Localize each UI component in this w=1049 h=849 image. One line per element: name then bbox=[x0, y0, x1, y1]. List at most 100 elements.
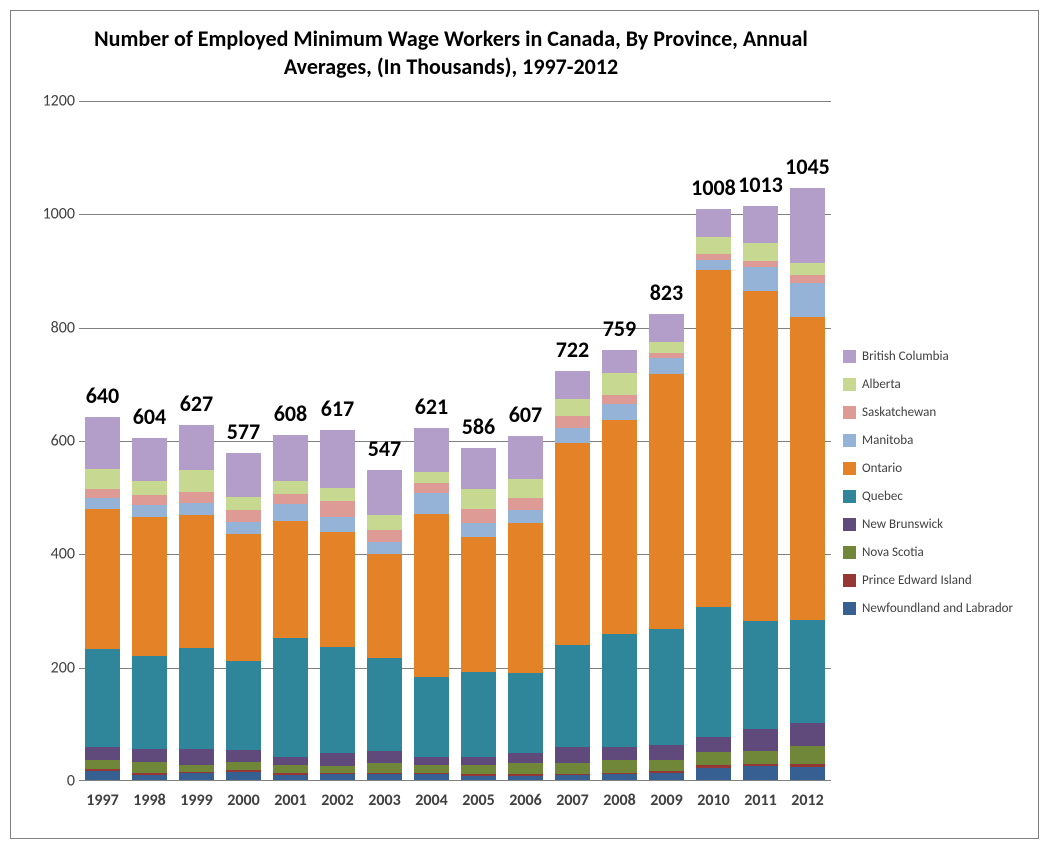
x-tick-label: 2008 bbox=[603, 791, 635, 810]
x-tick-label: 2007 bbox=[556, 791, 588, 810]
total-label: 627 bbox=[180, 390, 213, 417]
year-column: 7222007 bbox=[555, 100, 590, 780]
bar-segment bbox=[132, 495, 167, 505]
year-column: 6271999 bbox=[179, 100, 214, 780]
x-tick-label: 2009 bbox=[650, 791, 682, 810]
legend-swatch bbox=[843, 490, 856, 503]
bar-segment bbox=[320, 532, 355, 648]
legend-swatch bbox=[843, 378, 856, 391]
year-column: 6072006 bbox=[508, 100, 543, 780]
year-column: 10452012 bbox=[790, 100, 825, 780]
bar-segment bbox=[226, 770, 261, 772]
bar-segment bbox=[555, 747, 590, 763]
bar-segment bbox=[414, 472, 449, 483]
bar-segment bbox=[226, 762, 261, 770]
bar-segment bbox=[602, 395, 637, 404]
year-column: 8232009 bbox=[649, 100, 684, 780]
bar-segment bbox=[555, 763, 590, 774]
legend-label: Saskatchewan bbox=[862, 405, 936, 420]
bar-segment bbox=[226, 534, 261, 662]
legend-swatch bbox=[843, 518, 856, 531]
total-label: 604 bbox=[133, 403, 166, 430]
x-tick-label: 2005 bbox=[462, 791, 494, 810]
chart-frame: Number of Employed Minimum Wage Workers … bbox=[10, 10, 1039, 839]
y-tick-label: 1000 bbox=[23, 205, 75, 224]
bar-segment bbox=[85, 771, 120, 780]
x-tick-label: 2002 bbox=[321, 791, 353, 810]
legend-item: Ontario bbox=[843, 461, 1033, 476]
bar-segment bbox=[132, 438, 167, 482]
year-column: 5862005 bbox=[461, 100, 496, 780]
bar-segment bbox=[508, 436, 543, 479]
bar-segment bbox=[273, 521, 308, 638]
bar-segment bbox=[649, 358, 684, 374]
chart-title: Number of Employed Minimum Wage Workers … bbox=[91, 25, 811, 80]
bar-segment bbox=[461, 489, 496, 508]
bar-segment bbox=[555, 416, 590, 427]
bar-segment bbox=[273, 773, 308, 775]
legend-label: Manitoba bbox=[862, 433, 913, 448]
bar-segment bbox=[226, 772, 261, 780]
bar-segment bbox=[696, 768, 731, 780]
bar-segment bbox=[273, 504, 308, 521]
bar-segment bbox=[743, 621, 778, 729]
y-tick-label: 1200 bbox=[23, 92, 75, 111]
bar-segment bbox=[179, 492, 214, 503]
bar-segment bbox=[790, 767, 825, 780]
bar-segment bbox=[461, 672, 496, 756]
bar-segment bbox=[179, 425, 214, 470]
legend-swatch bbox=[843, 406, 856, 419]
bar-segment bbox=[461, 537, 496, 672]
bar-segment bbox=[273, 757, 308, 765]
bar-segment bbox=[602, 773, 637, 775]
total-label: 586 bbox=[462, 413, 495, 440]
bar-segment bbox=[85, 469, 120, 489]
total-label: 608 bbox=[274, 400, 307, 427]
bar-segment bbox=[414, 514, 449, 677]
year-column: 6401997 bbox=[85, 100, 120, 780]
bar-segment bbox=[555, 428, 590, 443]
bar-segment bbox=[743, 206, 778, 243]
bar-segment bbox=[320, 647, 355, 753]
bar-segment bbox=[273, 435, 308, 480]
bar-segment bbox=[132, 773, 167, 775]
bar-segment bbox=[602, 420, 637, 634]
x-tick-label: 2003 bbox=[368, 791, 400, 810]
bar-segment bbox=[649, 629, 684, 745]
bar-segment bbox=[367, 542, 402, 554]
total-label: 547 bbox=[368, 435, 401, 462]
bar-segment bbox=[132, 517, 167, 656]
bar-segment bbox=[85, 649, 120, 746]
bar-segment bbox=[508, 673, 543, 753]
y-tick-label: 800 bbox=[23, 318, 75, 337]
bar-segment bbox=[414, 483, 449, 493]
bar-segment bbox=[179, 470, 214, 492]
bar-segment bbox=[508, 763, 543, 774]
bar-segment bbox=[696, 270, 731, 607]
bar-segment bbox=[743, 751, 778, 765]
legend-item: Saskatchewan bbox=[843, 405, 1033, 420]
bar-segment bbox=[179, 772, 214, 774]
bar-segment bbox=[179, 648, 214, 749]
total-label: 621 bbox=[415, 393, 448, 420]
bar-segment bbox=[367, 751, 402, 763]
bar-segment bbox=[461, 765, 496, 775]
bar-segment bbox=[461, 523, 496, 537]
bar-segment bbox=[508, 498, 543, 509]
bar-segment bbox=[414, 677, 449, 757]
bar-segment bbox=[320, 488, 355, 500]
bar-segment bbox=[132, 481, 167, 495]
x-tick-label: 1997 bbox=[86, 791, 118, 810]
bar-segment bbox=[602, 350, 637, 373]
x-tick-label: 1999 bbox=[180, 791, 212, 810]
bar-segment bbox=[508, 753, 543, 763]
bar-segment bbox=[790, 746, 825, 764]
bar-segment bbox=[602, 747, 637, 760]
legend-swatch bbox=[843, 602, 856, 615]
x-tick-label: 2010 bbox=[697, 791, 729, 810]
bar-segment bbox=[320, 766, 355, 773]
bar-segment bbox=[508, 479, 543, 499]
bar-segment bbox=[461, 776, 496, 780]
bar-segment bbox=[743, 729, 778, 751]
bar-segment bbox=[461, 774, 496, 776]
